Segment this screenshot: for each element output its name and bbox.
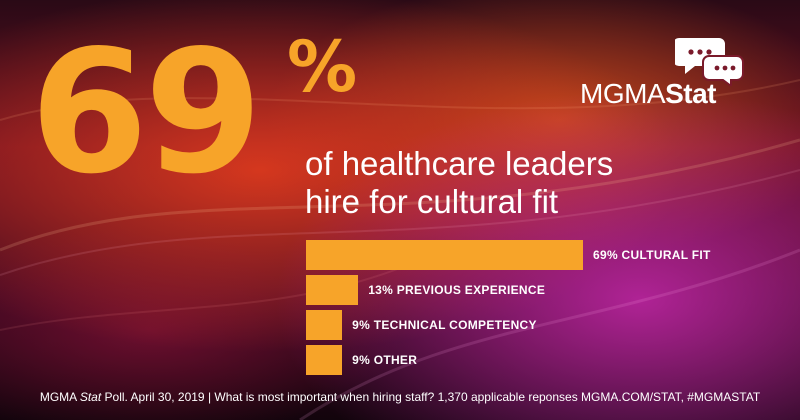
- chat-bubbles-icon: [675, 38, 744, 86]
- logo-wordmark-stat: Stat: [665, 78, 717, 109]
- bar-technical-competency: [306, 310, 343, 340]
- footer-text: Poll. April 30, 2019 | What is most impo…: [101, 390, 761, 404]
- logo-wordmark-mgma: MGMA: [580, 78, 666, 109]
- bar-label-cultural-fit: 69% CULTURAL FIT: [593, 248, 711, 262]
- headline-line-2: hire for cultural fit: [305, 183, 559, 220]
- footer-prefix: MGMA: [39, 390, 80, 404]
- hero-number: 69: [30, 14, 263, 212]
- hero-percent-sign: %: [287, 26, 358, 108]
- headline: of healthcare leaders hire for cultural …: [305, 145, 705, 221]
- bar-chart: 69% CULTURAL FIT 13% PREVIOUS EXPERIENCE 9…: [306, 240, 786, 375]
- bar-label-technical-competency: 9% TECHNICAL COMPETENCY: [352, 318, 537, 332]
- bar-cultural-fit: [306, 240, 583, 270]
- logo-wordmark: MGMAStat: [580, 78, 717, 110]
- bar-previous-experience: [306, 275, 359, 305]
- headline-line-1: of healthcare leaders: [305, 145, 614, 182]
- footer-stat-italic: Stat: [79, 390, 102, 404]
- bar-label-other: 9% OTHER: [352, 353, 418, 367]
- mgma-stat-logo: MGMAStat: [580, 34, 780, 110]
- bar-label-previous-experience: 13% PREVIOUS EXPERIENCE: [368, 283, 546, 297]
- footer-source: MGMA Stat Poll. April 30, 2019 | What is…: [0, 390, 800, 404]
- bar-other: [306, 345, 343, 375]
